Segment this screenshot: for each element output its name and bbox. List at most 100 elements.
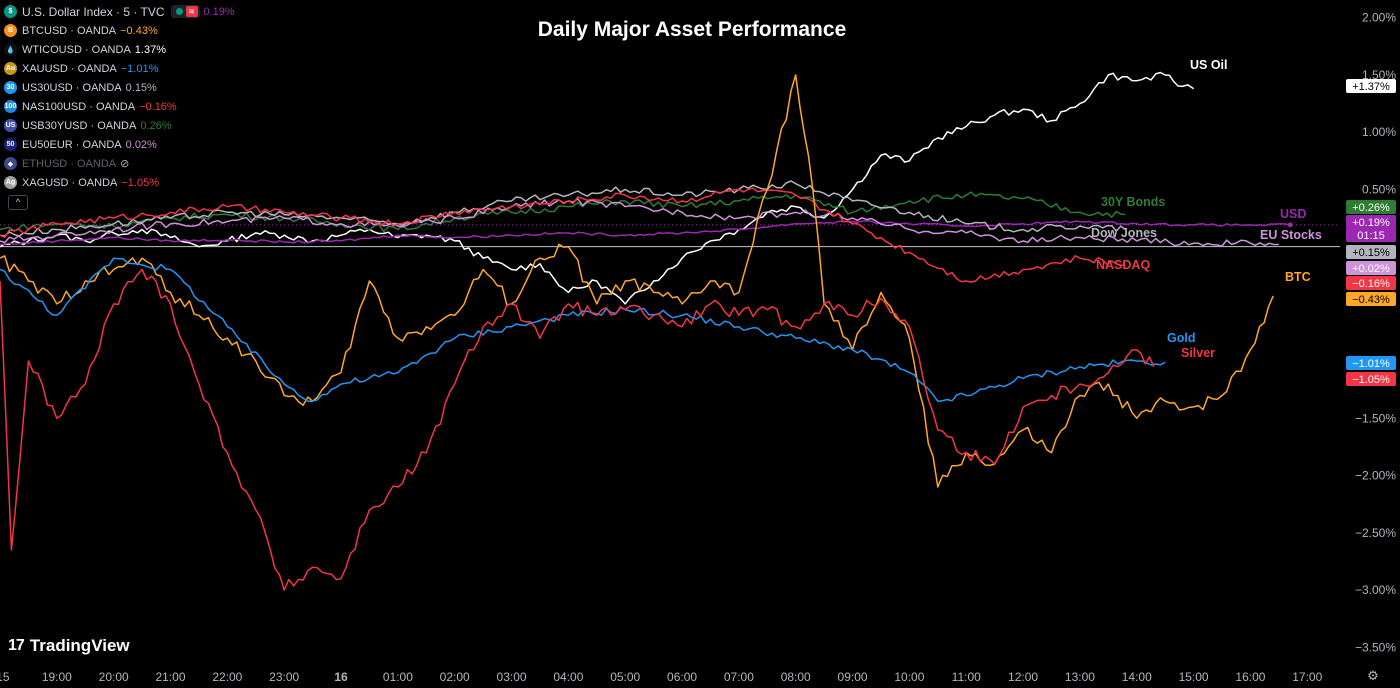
legend-item[interactable]: 💧 WTICOUSD · OANDA 1.37% — [4, 40, 235, 59]
x-tick-label: 16 — [334, 670, 348, 684]
legend-main[interactable]: $ U.S. Dollar Index · 5 · TVC ≋ 0.19% — [4, 2, 235, 21]
price-tag-label: −1.01% — [1352, 358, 1390, 370]
legend-symbol: XAUUSD · OANDA — [22, 62, 117, 75]
legend-item[interactable]: Au XAUUSD · OANDA −1.01% — [4, 59, 235, 78]
x-tick-label: 10:00 — [894, 670, 924, 684]
tradingview-logo: 17 TradingView — [8, 636, 130, 656]
x-tick-label: 19:00 — [42, 670, 72, 684]
series-label: EU Stocks — [1260, 228, 1322, 242]
y-tick-label: −1.50% — [1355, 411, 1396, 425]
x-tick-label: 01:00 — [383, 670, 413, 684]
x-tick-label: 12:00 — [1008, 670, 1038, 684]
series-label: Gold — [1167, 331, 1195, 345]
x-tick-label: 13:00 — [1065, 670, 1095, 684]
price-tag-label: 01:15 — [1357, 230, 1385, 242]
legend-item[interactable]: Ag XAGUSD · OANDA −1.05% — [4, 173, 235, 192]
price-tag — [1346, 261, 1396, 275]
legend-item[interactable]: B BTCUSD · OANDA −0.43% — [4, 21, 235, 40]
symbol-icon: 30 — [4, 81, 17, 94]
legend-item[interactable]: 100 NAS100USD · OANDA −0.16% — [4, 97, 235, 116]
series-label: Dow Jones — [1091, 226, 1157, 240]
hidden-eye-icon[interactable]: ⊘ — [120, 158, 130, 170]
symbol-icon: ◆ — [4, 157, 17, 170]
y-tick-label: 0.50% — [1362, 182, 1396, 196]
y-tick-label: 1.50% — [1362, 68, 1396, 82]
series-line — [0, 180, 1126, 237]
main-value: 0.19% — [203, 5, 235, 18]
price-tag — [1346, 228, 1396, 242]
legend-value: 0.15% — [125, 81, 157, 94]
price-tag — [1346, 79, 1396, 93]
y-tick-label: 2.00% — [1362, 11, 1396, 25]
legend-value: −0.16% — [139, 100, 177, 113]
price-tag-label: −0.43% — [1352, 294, 1390, 306]
legend-symbol: EU50EUR · OANDA — [22, 138, 122, 151]
legend-item[interactable]: 30 US30USD · OANDA 0.15% — [4, 78, 235, 97]
x-tick-label: 20:00 — [99, 670, 129, 684]
series-label: US Oil — [1190, 58, 1228, 72]
price-tag-label: −1.05% — [1352, 374, 1390, 386]
legend-symbol: WTICOUSD · OANDA — [22, 43, 131, 56]
x-tick-label: 07:00 — [724, 670, 754, 684]
x-tick-label: 11:00 — [952, 670, 981, 684]
price-tag — [1346, 276, 1396, 290]
x-tick-label: 04:00 — [553, 670, 583, 684]
x-tick-label: 23:00 — [269, 670, 299, 684]
price-tag-label: +0.15% — [1352, 247, 1390, 259]
series-line — [0, 220, 1291, 246]
legend-symbol: US30USD · OANDA — [22, 81, 122, 94]
legend-value: −1.01% — [120, 62, 159, 75]
legend-symbol: ETHUSD · OANDA — [22, 157, 117, 170]
x-tick-label: 14:00 — [1122, 670, 1152, 684]
symbol-icon: 50 — [4, 138, 17, 151]
y-tick-label: −3.00% — [1355, 583, 1396, 597]
x-tick-label: 16:00 — [1235, 670, 1265, 684]
price-tag — [1346, 372, 1396, 386]
brand-name: TradingView — [29, 636, 130, 655]
price-tag-label: +0.26% — [1352, 202, 1390, 214]
legend-value: 1.37% — [134, 43, 166, 56]
legend-value: −0.43% — [120, 24, 158, 37]
legend-symbol: USB30YUSD · OANDA — [22, 119, 137, 132]
series-line — [0, 74, 1274, 488]
dollar-icon: $ — [4, 5, 17, 18]
x-tick-label: 15:00 — [1179, 670, 1209, 684]
series-line — [0, 187, 1126, 283]
main-symbol: U.S. Dollar Index · 5 · TVC — [22, 4, 165, 19]
market-open-icon — [175, 8, 183, 15]
x-tick-label: 08:00 — [781, 670, 811, 684]
legend-item[interactable]: US USB30YUSD · OANDA 0.26% — [4, 116, 235, 135]
price-tag-label: +1.37% — [1352, 81, 1390, 93]
settings-gear-icon[interactable]: ⚙ — [1367, 668, 1379, 683]
series-line — [0, 198, 1279, 247]
legend-symbol: NAS100USD · OANDA — [22, 100, 136, 113]
price-tag-label: +0.02% — [1352, 263, 1390, 275]
y-tick-label: −3.50% — [1355, 640, 1396, 654]
symbol-icon: Ag — [4, 176, 17, 189]
x-tick-label: 21:00 — [155, 670, 185, 684]
chart-title: Daily Major Asset Performance — [537, 18, 847, 41]
x-tick-label: 15 — [0, 670, 10, 684]
price-tag — [1346, 356, 1396, 370]
legend-symbol: BTCUSD · OANDA — [22, 24, 117, 37]
y-tick-label: 1.00% — [1362, 125, 1396, 139]
collapse-legend-button[interactable]: ^ — [8, 195, 28, 210]
series-label: NASDAQ — [1096, 258, 1150, 272]
x-tick-label: 09:00 — [838, 670, 868, 684]
price-tag — [1346, 200, 1396, 214]
legend-value: 0.02% — [125, 138, 157, 151]
x-tick-label: 17:00 — [1292, 670, 1322, 684]
legend-item[interactable]: ◆ ETHUSD · OANDA ⊘ — [4, 154, 235, 173]
series-label: USD — [1280, 207, 1306, 221]
usd-end-marker — [1287, 222, 1293, 228]
symbol-icon: 💧 — [4, 43, 17, 56]
price-tag — [1346, 215, 1396, 229]
legend-value: 0.26% — [140, 119, 172, 132]
legend-item[interactable]: 50 EU50EUR · OANDA 0.02% — [4, 135, 235, 154]
y-tick-label: −2.50% — [1355, 526, 1396, 540]
legend-symbol: XAGUSD · OANDA — [22, 176, 118, 189]
y-tick-label: −2.00% — [1355, 469, 1396, 483]
symbol-icon: US — [4, 119, 17, 132]
